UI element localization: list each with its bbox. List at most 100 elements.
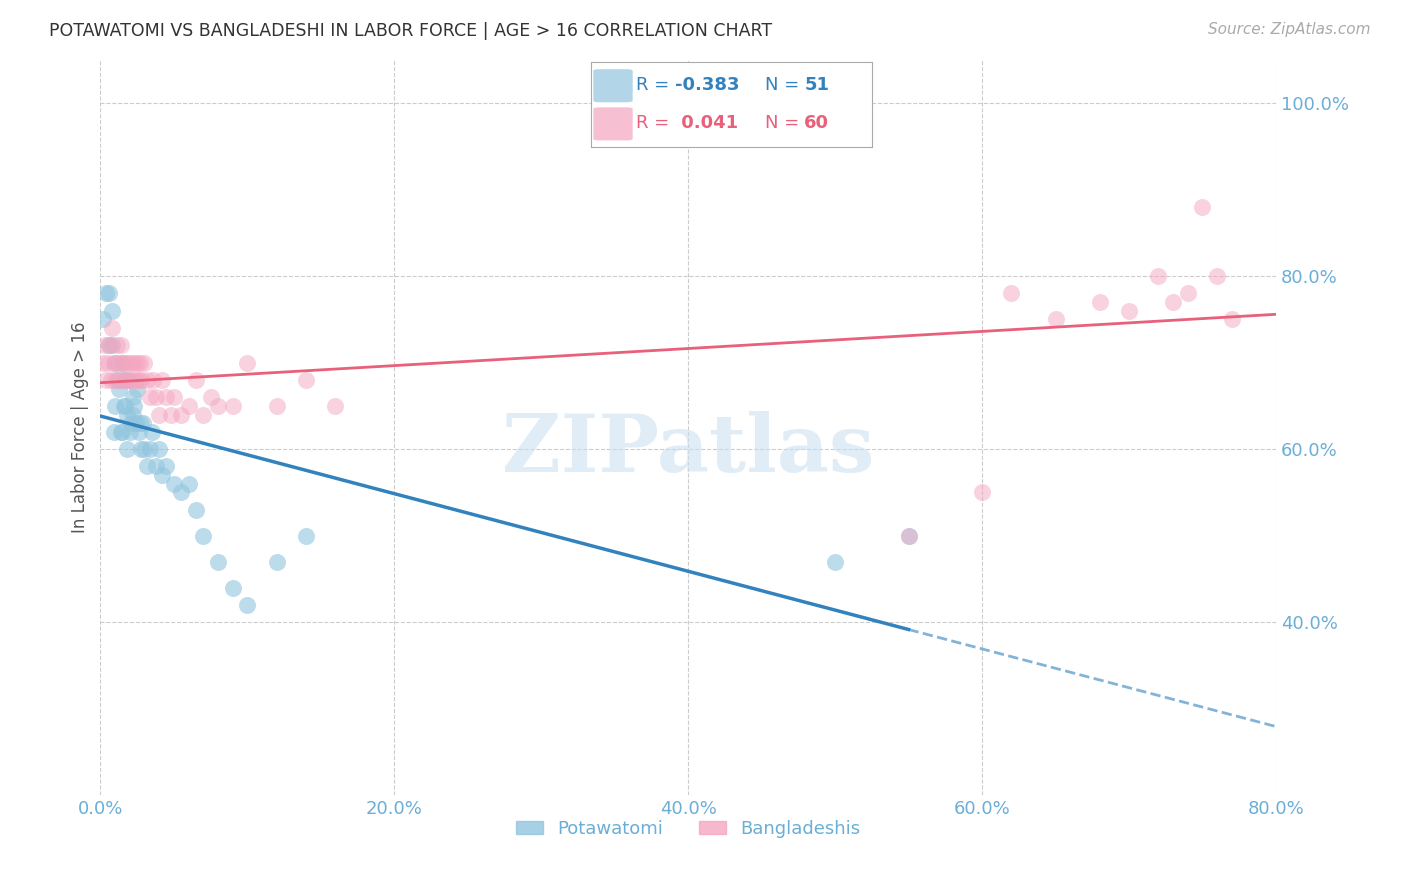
Text: R =: R = (636, 77, 669, 95)
Point (1147, 268, 1170, 283)
Point (104, 399, 127, 413)
Point (104, 355, 127, 369)
Point (142, 373, 165, 387)
Point (117, 373, 139, 387)
Point (266, 399, 288, 413)
Point (134, 355, 156, 369)
Legend: Potawatomi, Bangladeshis: Potawatomi, Bangladeshis (509, 813, 868, 846)
Point (114, 355, 136, 369)
Point (96, 286, 118, 301)
Point (121, 408, 143, 422)
Point (122, 399, 145, 413)
Point (104, 373, 127, 387)
Point (98, 338, 121, 352)
Point (266, 555, 288, 569)
Point (118, 373, 141, 387)
Point (103, 425, 125, 439)
Point (897, 529, 920, 543)
Point (101, 321, 124, 335)
Point (110, 338, 132, 352)
Point (139, 390, 162, 404)
Point (1088, 295, 1111, 310)
Point (112, 373, 135, 387)
Point (170, 408, 193, 422)
Point (148, 408, 170, 422)
Point (139, 442, 162, 457)
Point (145, 459, 167, 474)
Point (155, 459, 177, 474)
Point (221, 399, 243, 413)
Point (1191, 200, 1213, 214)
Y-axis label: In Labor Force | Age > 16: In Labor Force | Age > 16 (72, 322, 89, 533)
Point (108, 382, 131, 396)
Point (1206, 268, 1229, 283)
Point (163, 476, 186, 491)
Text: 0.041: 0.041 (675, 114, 738, 132)
Text: N =: N = (765, 114, 799, 132)
Point (91, 355, 114, 369)
FancyBboxPatch shape (593, 107, 633, 140)
Point (155, 390, 177, 404)
Point (118, 425, 141, 439)
Point (295, 529, 318, 543)
Point (295, 373, 318, 387)
Text: N =: N = (765, 77, 799, 95)
Point (122, 355, 145, 369)
Point (141, 425, 163, 439)
Point (131, 442, 153, 457)
Point (129, 355, 152, 369)
Point (136, 373, 159, 387)
Text: -0.383: -0.383 (675, 77, 740, 95)
Point (100, 373, 122, 387)
Point (177, 476, 200, 491)
Point (121, 390, 143, 404)
Point (108, 373, 131, 387)
Point (114, 399, 136, 413)
Point (115, 442, 138, 457)
Point (207, 399, 229, 413)
Point (124, 373, 146, 387)
Point (107, 373, 129, 387)
Point (1177, 286, 1199, 301)
Point (150, 468, 173, 483)
Point (121, 373, 143, 387)
Point (325, 399, 347, 413)
Point (1118, 303, 1140, 318)
Point (824, 555, 846, 569)
Point (1220, 312, 1243, 326)
Point (112, 373, 135, 387)
Point (111, 355, 134, 369)
Point (120, 416, 142, 430)
Point (111, 425, 134, 439)
Point (96, 373, 118, 387)
Point (120, 355, 142, 369)
Point (128, 373, 150, 387)
Point (150, 373, 173, 387)
Point (1161, 295, 1184, 310)
Point (101, 303, 124, 318)
Point (107, 355, 129, 369)
Point (221, 581, 243, 595)
Point (94, 338, 117, 352)
Point (148, 442, 170, 457)
Point (193, 529, 215, 543)
Point (1045, 312, 1067, 326)
Point (117, 355, 139, 369)
Point (970, 485, 993, 500)
Point (105, 338, 128, 352)
Point (200, 390, 222, 404)
Point (124, 416, 146, 430)
Point (111, 355, 134, 369)
Point (98, 286, 121, 301)
Point (163, 390, 186, 404)
Point (184, 373, 207, 387)
Point (115, 408, 138, 422)
Point (184, 502, 207, 516)
Point (134, 442, 156, 457)
Point (131, 373, 153, 387)
Point (115, 373, 138, 387)
Point (97, 355, 120, 369)
Point (128, 425, 150, 439)
Point (129, 416, 152, 430)
Point (193, 408, 215, 422)
